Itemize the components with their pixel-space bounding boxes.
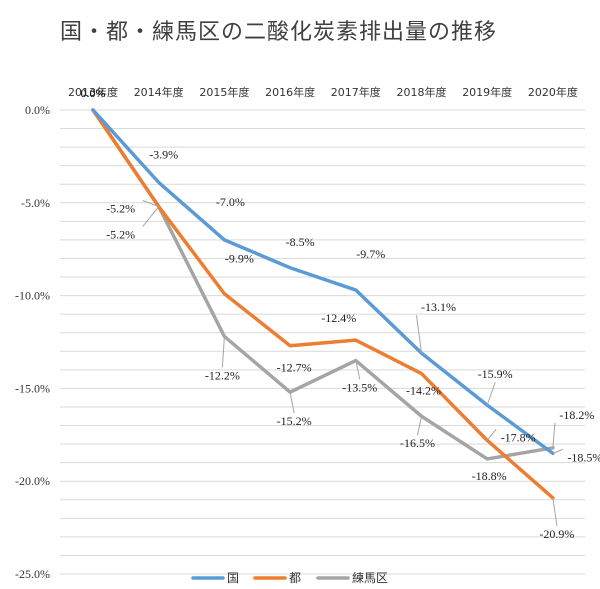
y-axis-ticks: 0.0% -5.0% -10.0% -15.0% -20.0% -25.0% bbox=[15, 103, 50, 581]
leader-line bbox=[486, 429, 497, 441]
data-label: -5.2% bbox=[106, 202, 135, 216]
label-leader-lines bbox=[142, 200, 564, 526]
y-tick-label: -20.0% bbox=[15, 474, 50, 488]
leader-line bbox=[289, 392, 295, 414]
data-label: -15.9% bbox=[478, 367, 513, 381]
data-label: 0.0% bbox=[81, 86, 106, 100]
legend-label-3: 練馬区 bbox=[352, 571, 388, 585]
y-tick-label: -25.0% bbox=[15, 567, 50, 581]
data-label: -5.2% bbox=[106, 228, 135, 242]
x-tick-label: 2017年度 bbox=[331, 85, 381, 99]
data-label: 0.0% bbox=[81, 86, 106, 100]
leader-line bbox=[552, 422, 556, 448]
leader-line bbox=[552, 497, 558, 526]
y-tick-label: -10.0% bbox=[15, 289, 50, 303]
data-label: -18.8% bbox=[472, 469, 507, 483]
leader-line bbox=[417, 416, 422, 436]
data-label: -20.9% bbox=[539, 527, 574, 541]
leader-line bbox=[221, 336, 225, 368]
x-tick-label: 2013年度 bbox=[68, 85, 118, 99]
data-label: -13.1% bbox=[421, 300, 456, 314]
y-tick-label: -5.0% bbox=[21, 196, 50, 210]
leader-line bbox=[552, 448, 564, 454]
data-label: -9.7% bbox=[356, 247, 385, 261]
data-label: 0.0% bbox=[81, 86, 106, 100]
data-label: -12.2% bbox=[205, 368, 240, 382]
leader-line bbox=[142, 206, 160, 227]
data-label: -16.5% bbox=[400, 436, 435, 450]
data-label: -17.8% bbox=[501, 430, 536, 444]
legend-label-2: 都 bbox=[289, 571, 301, 585]
y-tick-label: -15.0% bbox=[15, 381, 50, 395]
legend: 国 都 練馬区 bbox=[191, 571, 388, 585]
chart-title: 国・都・練馬区の二酸化炭素排出量の推移 bbox=[60, 20, 498, 45]
data-label: -7.0% bbox=[216, 195, 245, 209]
x-tick-label: 2016年度 bbox=[265, 85, 315, 99]
leader-line bbox=[486, 381, 496, 406]
data-label: -15.2% bbox=[277, 414, 312, 428]
x-tick-label: 2015年度 bbox=[199, 85, 249, 99]
data-label: -12.7% bbox=[277, 361, 312, 375]
y-tick-label: 0.0% bbox=[25, 103, 50, 117]
series-line-3 bbox=[91, 108, 555, 461]
leader-line bbox=[142, 200, 159, 207]
data-label: -14.2% bbox=[406, 384, 441, 398]
series-line-1 bbox=[91, 108, 555, 456]
series-lines bbox=[91, 108, 555, 500]
x-tick-label: 2020年度 bbox=[528, 85, 578, 99]
data-label: -3.9% bbox=[149, 147, 178, 161]
leader-line bbox=[416, 315, 422, 354]
data-label: -9.9% bbox=[225, 252, 254, 266]
legend-label-1: 国 bbox=[227, 571, 239, 585]
x-tick-label: 2019年度 bbox=[462, 85, 512, 99]
data-labels: 0.0% -3.9% -7.0% -8.5% -9.7% -13.1% -15.9% -18.… bbox=[81, 86, 600, 541]
data-label: -8.5% bbox=[286, 235, 315, 249]
x-tick-label: 2014年度 bbox=[134, 85, 184, 99]
data-label: -12.4% bbox=[321, 311, 356, 325]
series-line-2 bbox=[91, 108, 555, 500]
data-label: -13.5% bbox=[342, 381, 377, 395]
x-tick-label: 2018年度 bbox=[397, 85, 447, 99]
data-label: -18.2% bbox=[559, 408, 594, 422]
data-label: -18.5% bbox=[567, 450, 600, 464]
leader-line bbox=[355, 360, 361, 380]
x-axis-ticks: 2013年度 2014年度 2015年度 2016年度 2017年度 2018年度 2019… bbox=[68, 85, 578, 99]
